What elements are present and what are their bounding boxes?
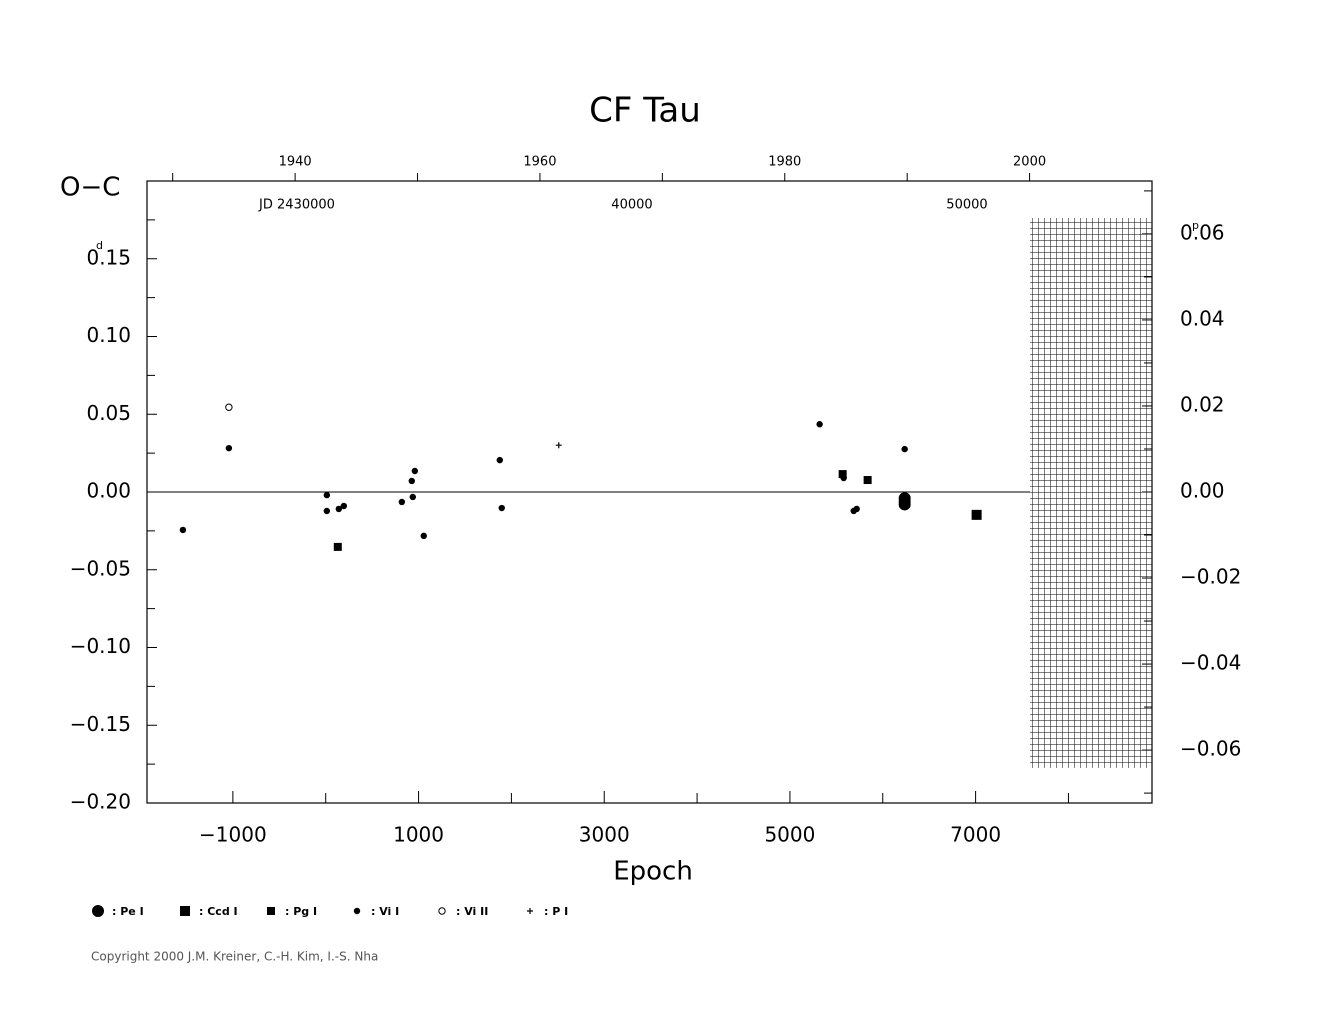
y-tick-label: 0.00 xyxy=(86,479,131,503)
legend-label: : Vi II xyxy=(456,905,488,918)
y2-tick-label: −0.02 xyxy=(1180,565,1241,589)
y-tick-label: 0.10 xyxy=(86,323,131,347)
jd-label: JD 2430000 xyxy=(258,198,335,213)
marker xyxy=(179,526,187,534)
y-tick-label: −0.05 xyxy=(70,556,131,580)
marker xyxy=(496,456,503,464)
y-unit: d xyxy=(96,239,103,252)
marker xyxy=(498,504,505,512)
legend-marker xyxy=(180,906,190,916)
y2-tick-label: 0.06 xyxy=(1180,220,1225,244)
y2-tick-label: −0.06 xyxy=(1180,737,1241,761)
x-axis-label: Epoch xyxy=(613,857,693,887)
x2-tick-label: 1940 xyxy=(279,155,312,170)
legend-label: : Pe I xyxy=(112,905,144,918)
y2-tick-label: 0.02 xyxy=(1180,392,1225,416)
marker xyxy=(863,476,872,485)
legend-marker xyxy=(267,907,275,915)
y-tick-label: −0.10 xyxy=(70,634,131,658)
x2-tick-label: 1960 xyxy=(523,155,556,170)
marker xyxy=(225,444,233,452)
marker xyxy=(333,542,342,551)
legend-label: : Vi I xyxy=(371,905,399,918)
y2-tick-label: −0.04 xyxy=(1180,651,1241,675)
marker xyxy=(971,509,982,520)
marker xyxy=(816,421,823,428)
y-tick-label: −0.15 xyxy=(70,712,131,736)
marker xyxy=(420,532,427,540)
x-tick-label: 7000 xyxy=(950,823,1001,847)
marker xyxy=(323,507,331,515)
y2-tick-label: 0.00 xyxy=(1180,479,1225,503)
future-hatch xyxy=(1030,218,1152,768)
marker xyxy=(840,474,847,482)
legend-label: : Ccd I xyxy=(199,905,238,918)
y-tick-label: 0.15 xyxy=(86,245,131,269)
x-tick-label: 1000 xyxy=(393,823,444,847)
marker xyxy=(853,505,860,513)
y-axis-label: O−C xyxy=(60,173,120,203)
marker xyxy=(901,445,908,453)
legend-label: : P I xyxy=(544,905,568,918)
marker xyxy=(409,493,417,501)
marker xyxy=(398,498,406,506)
x2-tick-label: 1980 xyxy=(768,155,801,170)
legend-marker xyxy=(353,907,361,915)
marker xyxy=(335,505,343,513)
marker xyxy=(838,470,847,479)
legend-marker xyxy=(438,907,446,915)
legend-label: : Pg I xyxy=(285,905,317,918)
x-tick-label: −1000 xyxy=(199,823,267,847)
marker xyxy=(225,403,233,411)
jd-label: 50000 xyxy=(946,198,987,213)
copyright: Copyright 2000 J.M. Kreiner, C.-H. Kim, … xyxy=(91,950,378,964)
marker xyxy=(340,502,348,510)
x2-tick-label: 2000 xyxy=(1013,155,1046,170)
marker xyxy=(411,467,419,475)
y2-tick-label: 0.04 xyxy=(1180,306,1225,330)
legend-marker xyxy=(527,908,533,914)
chart-title: CF Tau xyxy=(589,91,701,131)
x-tick-label: 3000 xyxy=(579,823,630,847)
y-tick-label: −0.20 xyxy=(70,790,131,814)
marker xyxy=(323,491,331,499)
x-tick-label: 5000 xyxy=(764,823,815,847)
marker xyxy=(898,498,911,511)
y2-unit: p xyxy=(1192,219,1199,232)
jd-label: 40000 xyxy=(611,198,652,213)
y-tick-label: 0.05 xyxy=(86,401,131,425)
legend-marker xyxy=(92,905,104,917)
marker xyxy=(555,442,562,449)
marker xyxy=(408,477,415,485)
